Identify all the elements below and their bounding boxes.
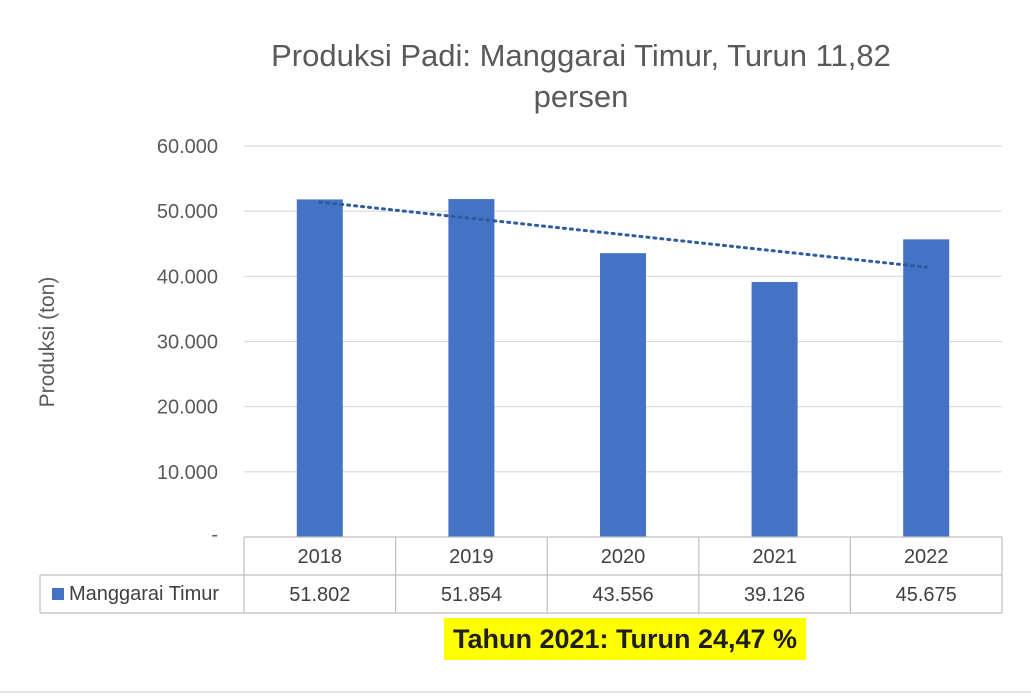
data-table-value: 51.854 <box>441 584 502 606</box>
annotation: Tahun 2021: Turun 24,47 % <box>443 618 807 660</box>
y-axis-ticks: - 10.000 20.000 30.000 40.000 50.000 60.000 <box>157 136 218 546</box>
y-tick-label: 10.000 <box>157 462 218 484</box>
bar-2018 <box>296 199 343 537</box>
y-tick-label: 40.000 <box>157 266 218 288</box>
category-label: 2022 <box>904 546 949 568</box>
chart-title-line: Produksi Padi: Manggarai Timur, Turun 11… <box>271 38 891 73</box>
category-label: 2019 <box>449 546 494 568</box>
y-axis-label: Produksi (ton) <box>36 277 59 408</box>
chart-title: Produksi Padi: Manggarai Timur, Turun 11… <box>271 38 891 114</box>
data-table-value: 45.675 <box>896 584 957 606</box>
category-label: 2021 <box>752 546 797 568</box>
bar-2022 <box>903 239 950 537</box>
category-label: 2020 <box>601 546 646 568</box>
y-tick-label: 60.000 <box>157 136 218 158</box>
y-tick-label: 50.000 <box>157 201 218 223</box>
legend-label: Manggarai Timur <box>69 583 219 605</box>
chart-title-line: persen <box>534 79 629 114</box>
data-table-value: 51.802 <box>289 584 350 606</box>
annotation-highlight <box>443 618 807 660</box>
data-table: 2018 2019 2020 2021 2022 51.802 51.854 43.556 39… <box>39 536 1003 614</box>
annotation-text: Tahun 2021: Turun 24,47 % <box>453 624 797 654</box>
y-tick-label: 30.000 <box>157 332 218 354</box>
y-tick-label: - <box>211 524 218 546</box>
data-table-value: 43.556 <box>592 584 653 606</box>
bars <box>296 199 950 537</box>
y-tick-label: 20.000 <box>157 397 218 419</box>
bar-2021 <box>751 282 798 537</box>
data-table-value: 39.126 <box>744 584 805 606</box>
category-label: 2018 <box>298 546 343 568</box>
bar-2019 <box>448 199 495 537</box>
legend-key <box>52 588 64 600</box>
bar-2020 <box>600 253 646 537</box>
